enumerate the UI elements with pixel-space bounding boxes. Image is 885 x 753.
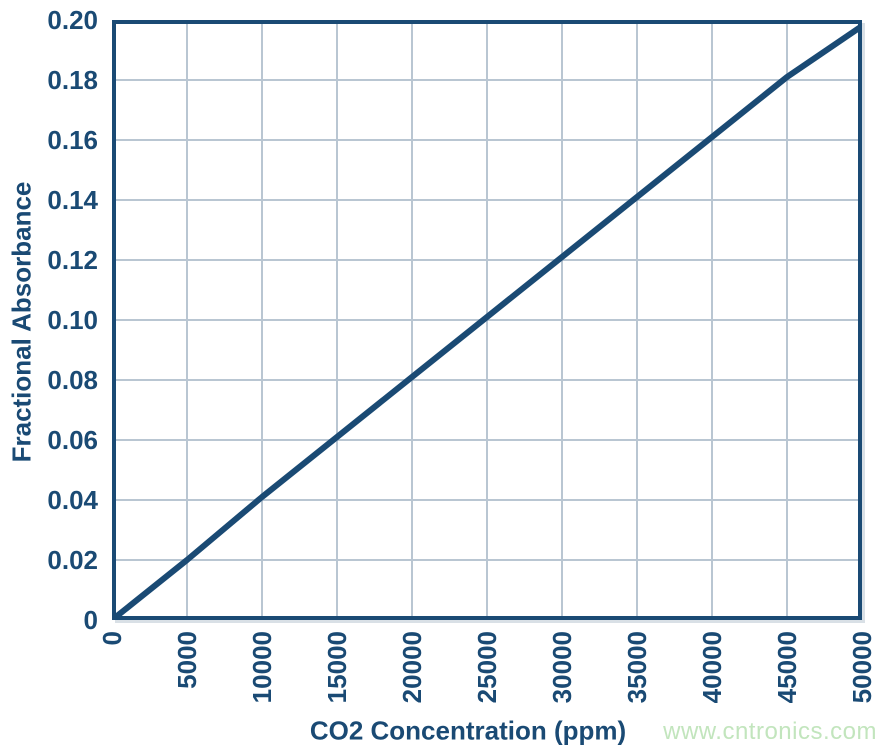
y-tick-label: 0.06 [47, 425, 98, 455]
x-tick-label: 10000 [247, 631, 277, 704]
watermark-text: www.cntronics.com [663, 718, 877, 745]
x-tick-label: 35000 [622, 631, 652, 704]
y-axis-tick-labels: 0.20 0.18 0.16 0.14 0.12 0.10 0.08 0.06 0.04 0.02… [0, 7, 103, 633]
y-tick-label: 0.18 [47, 65, 98, 95]
x-tick-label: 25000 [472, 631, 502, 704]
plot-area [112, 20, 862, 620]
y-tick-label: 0.14 [47, 185, 98, 215]
x-axis-tick-labels: 0 5000 10000 15000 20000 25000 30000 35000 40000… [97, 631, 877, 726]
x-tick-label: 40000 [697, 631, 727, 704]
x-tick-label: 50000 [847, 631, 877, 704]
y-tick-label: 0.08 [47, 365, 98, 395]
y-tick-label: 0.10 [47, 305, 98, 335]
x-tick-label: 0 [97, 631, 127, 646]
x-axis-title: CO2 Concentration (ppm) [309, 715, 627, 746]
y-tick-label: 0.16 [47, 125, 98, 155]
line-plot-svg [112, 20, 862, 620]
x-tick-label: 45000 [772, 631, 802, 704]
plot-border [112, 20, 862, 620]
y-tick-label: 0.12 [47, 245, 98, 275]
y-tick-label: 0.02 [47, 545, 98, 575]
y-tick-label: 0.04 [47, 485, 98, 515]
x-tick-label: 15000 [322, 631, 352, 704]
y-tick-label: 0.20 [47, 5, 98, 35]
data-line [112, 23, 862, 620]
x-tick-label: 30000 [547, 631, 577, 704]
y-tick-label: 0 [83, 605, 98, 635]
x-tick-label: 5000 [172, 631, 202, 689]
x-tick-label: 20000 [397, 631, 427, 704]
